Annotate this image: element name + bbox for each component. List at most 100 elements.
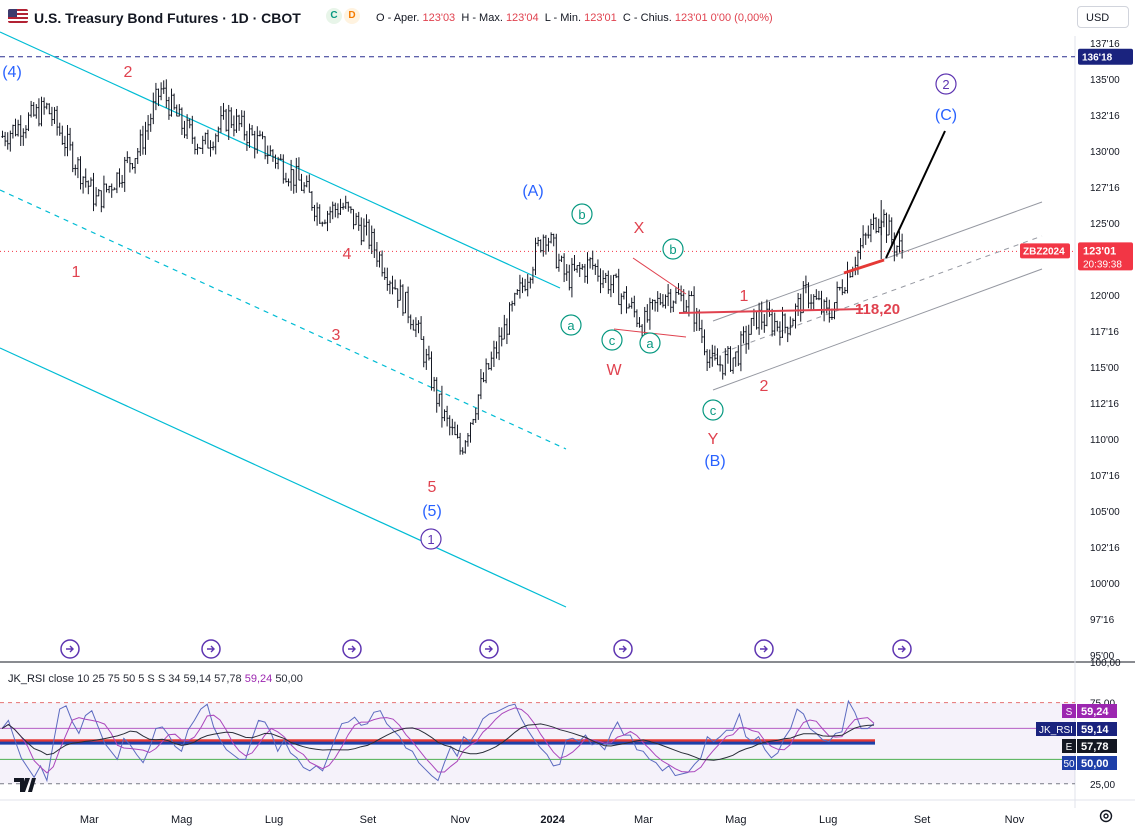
rsi-tag-key-bg <box>1036 722 1076 736</box>
price-bars <box>1 79 904 455</box>
event-marker-arrow <box>485 645 493 653</box>
gray-channel-lower <box>712 268 1043 391</box>
wave-label: 2 <box>760 378 769 395</box>
price-tick-label: 135'00 <box>1090 75 1120 86</box>
rsi-legend: JK_RSI close 10 25 75 50 5 S S 34 59,14 … <box>8 673 303 685</box>
time-tick-label: Nov <box>1005 814 1025 826</box>
top-line-price-tag <box>1078 48 1133 65</box>
wave-label: 2 <box>124 64 133 81</box>
level-118-label: 118,20 <box>855 301 900 318</box>
wave-label-circle <box>560 314 582 336</box>
time-tick-label: Set <box>360 814 377 826</box>
wave-label: 1 <box>427 532 434 547</box>
rsi-tag-value: 57,78 <box>1081 741 1109 753</box>
price-tag-label: 123'01 <box>1083 245 1116 257</box>
price-tick-label: 132'16 <box>1090 111 1120 122</box>
wave-label-circle <box>601 329 623 351</box>
price-tick-label: 137'16 <box>1090 39 1120 50</box>
rsi-tick-label: 100,00 <box>1090 658 1121 669</box>
level-118-line <box>678 308 864 314</box>
wave-line <box>632 257 687 295</box>
rsi-tag-value: 50,00 <box>1081 758 1109 770</box>
high-value: 123'04 <box>505 12 539 24</box>
currency-select[interactable]: USD <box>1077 6 1129 28</box>
wave-label: (4) <box>2 64 22 81</box>
wave-label: (C) <box>935 107 957 124</box>
time-tick-label: Set <box>914 814 931 826</box>
rsi-name[interactable]: JK_RSI <box>8 673 46 685</box>
wave-label: a <box>567 318 575 333</box>
price-tick-label: 97'16 <box>1090 615 1115 626</box>
wave-label: Y <box>708 431 719 448</box>
gray-channel-mid <box>712 235 1043 357</box>
low-value: 123'01 <box>584 12 617 24</box>
low-label: L - Min. <box>544 12 582 24</box>
event-marker-arrow <box>66 645 74 653</box>
price-tick-label: 130'00 <box>1090 147 1120 158</box>
rsi-tag-key: S <box>1066 707 1073 718</box>
badge-c[interactable]: C <box>326 8 342 24</box>
price-tick-label: 110'00 <box>1090 435 1119 446</box>
wave-label: 1 <box>72 264 81 281</box>
wave-label: a <box>646 336 654 351</box>
change-value: 0'00 (0,00%) <box>710 12 773 24</box>
event-marker-arrow <box>760 645 768 653</box>
symbol-title[interactable]: U.S. Treasury Bond Futures · 1D · CBOT <box>34 10 301 26</box>
rsi-slow-line <box>1 723 875 761</box>
price-tick-label: 112'16 <box>1090 399 1119 410</box>
rsi-tag-key: 50 <box>1063 759 1075 770</box>
wave-label: c <box>609 333 616 348</box>
ohlc-readout: O - Aper. 123'03 H - Max. 123'04 L - Min… <box>376 12 773 24</box>
top-line-price-label: 136'18 <box>1082 53 1113 64</box>
wave-label-circle <box>662 238 684 260</box>
rsi-value-2: 57,78 <box>214 673 242 685</box>
wave-label-circle <box>702 399 724 421</box>
event-marker-arrow <box>348 645 356 653</box>
time-tick-label: 2024 <box>540 814 565 826</box>
teal-channel-upper <box>0 31 561 289</box>
wave-label: X <box>634 220 645 237</box>
time-tick-label: Mar <box>634 814 653 826</box>
wave-label: 5 <box>428 479 437 496</box>
price-tick-label: 117'16 <box>1090 327 1119 338</box>
symbol-badge-bg <box>1020 243 1070 259</box>
wave-label-circle <box>639 332 661 354</box>
price-tick-label: 105'00 <box>1090 507 1120 518</box>
high-label: H - Max. <box>461 12 503 24</box>
price-tick-label: 115'00 <box>1090 363 1119 374</box>
time-tick-label: Mag <box>171 814 192 826</box>
rsi-tag-key-bg <box>1062 704 1076 718</box>
badge-d[interactable]: D <box>344 8 360 24</box>
rsi-tag-key: E <box>1066 742 1073 753</box>
rsi-tag-value: 59,14 <box>1081 724 1109 736</box>
teal-channel-lower <box>0 347 567 608</box>
close-value: 123'01 <box>674 12 708 24</box>
wave-label-circle <box>420 528 442 550</box>
time-tick-label: Lug <box>819 814 837 826</box>
event-marker-arrow <box>898 645 906 653</box>
event-marker-arrow <box>619 645 627 653</box>
projection-line <box>885 130 946 259</box>
wave-label: b <box>669 242 676 257</box>
event-marker-arrow <box>207 645 215 653</box>
rsi-value-4: 50,00 <box>275 673 303 685</box>
rsi-tag-key: JK_RSI <box>1039 725 1073 736</box>
price-tag-bg <box>1078 242 1133 271</box>
wave-label: 2 <box>942 77 949 92</box>
open-label: O - Aper. <box>376 12 420 24</box>
wave-label: c <box>710 403 717 418</box>
wave-label: 3 <box>332 327 341 344</box>
rsi-value-3: 59,24 <box>244 673 273 685</box>
price-tick-label: 125'00 <box>1090 219 1120 230</box>
wave-label: (A) <box>522 183 543 200</box>
rsi-tag-key-bg <box>1062 756 1076 770</box>
wave-label: 1 <box>740 288 749 305</box>
gear-icon[interactable] <box>1098 808 1114 824</box>
price-tick-label: 102'16 <box>1090 543 1120 554</box>
price-tick-label: 107'16 <box>1090 471 1120 482</box>
wave-label: (B) <box>704 453 725 470</box>
wave-label-circle <box>571 203 593 225</box>
price-tick-label: 95'00 <box>1090 651 1115 662</box>
price-tick-label: 100'00 <box>1090 579 1120 590</box>
